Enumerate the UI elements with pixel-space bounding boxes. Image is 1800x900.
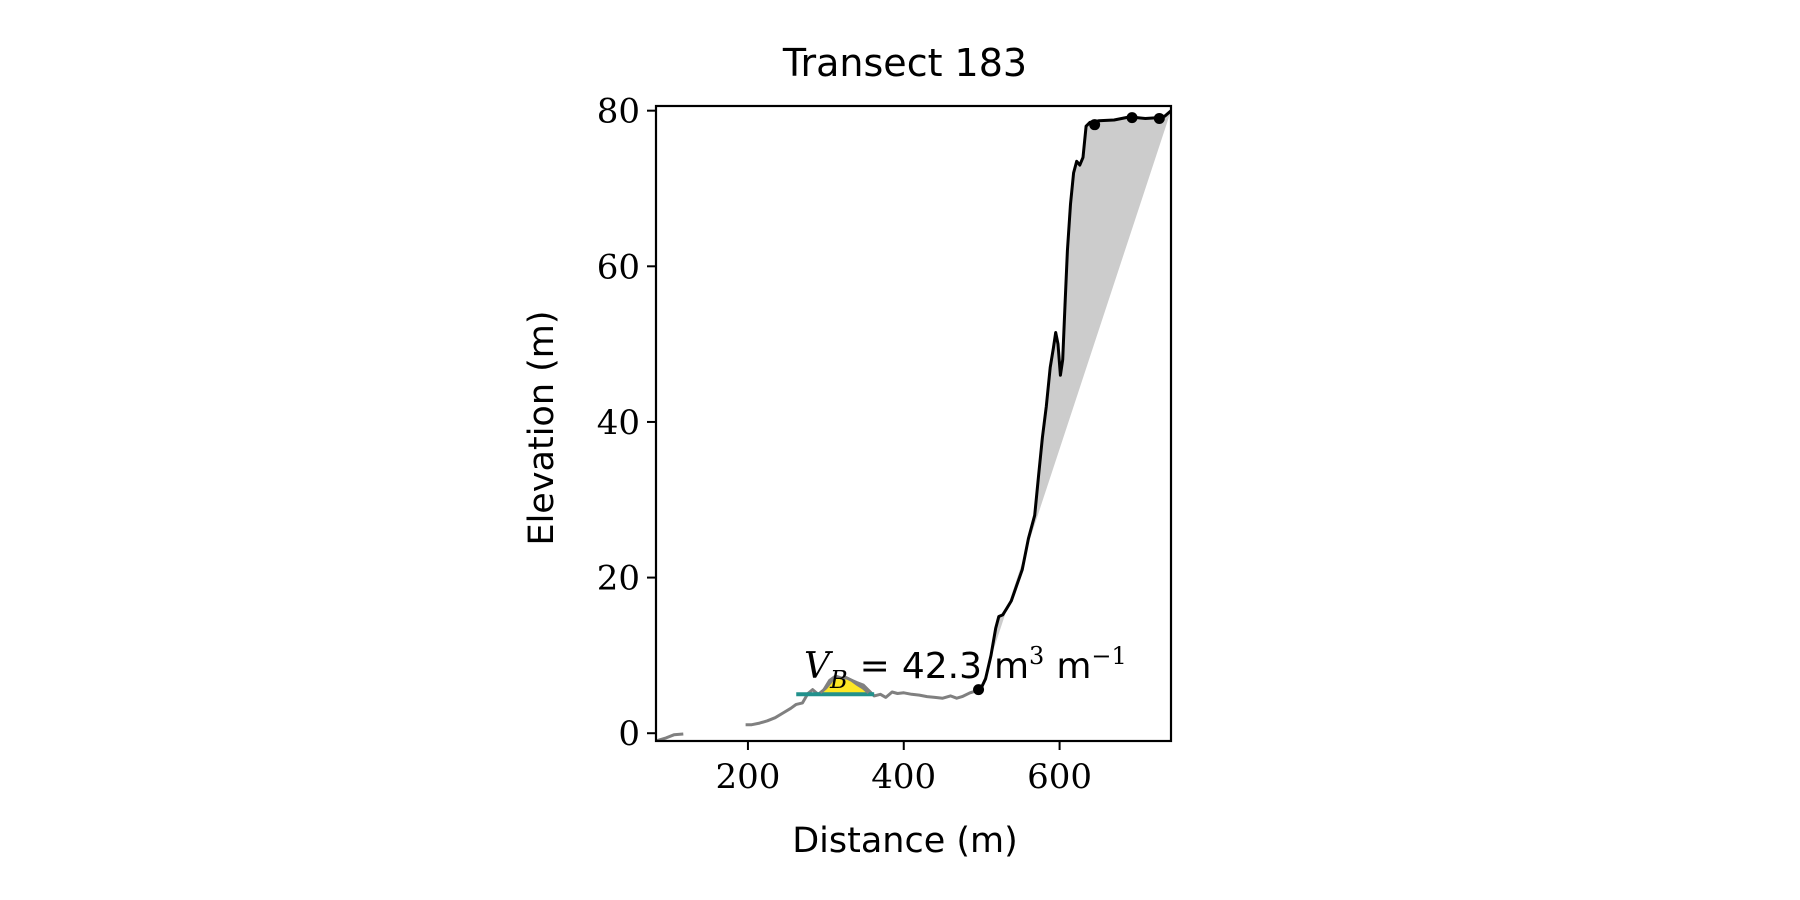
y-tick-label-80: 80 [597,92,640,132]
x-tick-label-400: 400 [871,757,936,797]
cliff-point-0 [973,684,985,696]
cliff-point-3 [1153,112,1165,124]
x-axis-label: Distance (m) [792,821,1018,861]
volume-annotation: VB = 42.3 m3 m−1 [804,642,1127,694]
plot-area [656,109,1171,741]
dune-outline [819,674,870,694]
annotation-subscript: B [829,666,848,694]
y-axis: 0 20 40 60 80 [597,92,656,754]
axes-frame [654,104,1173,743]
annotation-unit2-exponent: −1 [1091,642,1126,670]
chart-title: Transect 183 [782,41,1027,85]
annotation-unit2: m [1056,646,1091,687]
annotation-unit-exponent: 3 [1029,642,1044,670]
cliff-point-2 [1126,112,1138,124]
cliff-point-1 [1089,119,1101,131]
annotation-unit: m [994,646,1029,687]
annotation-equals: = [860,646,890,687]
x-tick-label-200: 200 [715,757,780,797]
y-tick-label-40: 40 [597,403,640,443]
seaward-profile-line-0 [656,732,684,741]
x-axis: 200 400 600 [715,741,1092,797]
y-tick-label-60: 60 [597,247,640,287]
y-tick-label-20: 20 [597,559,640,599]
y-tick-label-0: 0 [618,714,640,754]
annotation-value: 42.3 [902,646,982,687]
annotation-symbol: V [804,646,834,687]
y-axis-label: Elevation (m) [522,310,562,545]
x-tick-label-600: 600 [1027,757,1092,797]
